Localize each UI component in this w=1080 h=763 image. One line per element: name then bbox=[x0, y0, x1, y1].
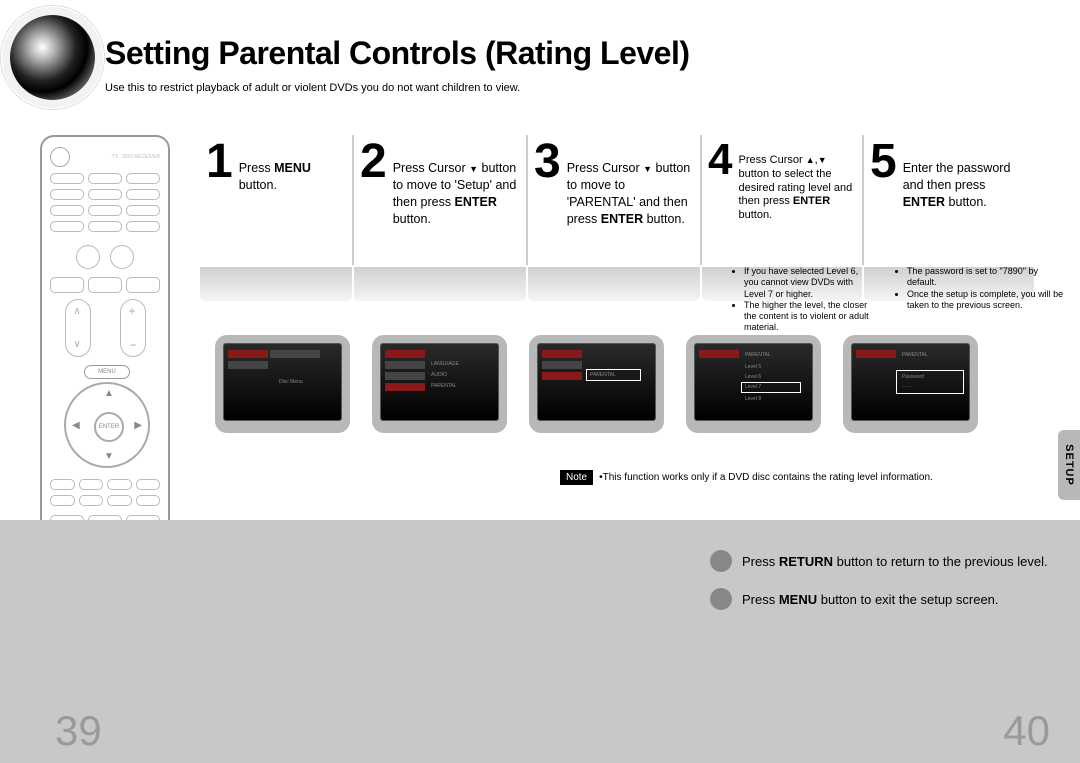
speaker-graphic bbox=[10, 15, 95, 100]
step-4: 4 Press Cursor , button to select the de… bbox=[702, 140, 862, 265]
tip-menu: Press MENU button to exit the setup scre… bbox=[710, 588, 1048, 610]
steps-row: 1 Press MENU button. 2 Press Cursor butt… bbox=[200, 140, 1070, 265]
step5-notes: The password is set to "7890" by default… bbox=[895, 266, 1065, 311]
screenshot-5: PARENTAL Password - - - - bbox=[843, 335, 978, 433]
screenshot-1: Disc Menu bbox=[215, 335, 350, 433]
step-5-text: Enter the password and then press ENTER … bbox=[903, 140, 1028, 211]
step-2: 2 Press Cursor button to move to 'Setup'… bbox=[354, 140, 526, 265]
step-5: 5 Enter the password and then press ENTE… bbox=[864, 140, 1034, 265]
screenshots-row: Disc Menu LANGUAGE AUDIO PARENTAL PARENT… bbox=[215, 335, 978, 433]
page-subtitle: Use this to restrict playback of adult o… bbox=[105, 82, 520, 94]
step-3-text: Press Cursor button to move to 'PARENTAL… bbox=[567, 140, 694, 228]
tip-return: Press RETURN button to return to the pre… bbox=[710, 550, 1048, 572]
footnote: Note • This function works only if a DVD… bbox=[560, 470, 933, 485]
step-3: 3 Press Cursor button to move to 'PARENT… bbox=[528, 140, 700, 265]
step-1-text: Press MENU button. bbox=[239, 140, 346, 194]
note-badge: Note bbox=[560, 470, 593, 485]
page-title: Setting Parental Controls (Rating Level) bbox=[105, 35, 690, 72]
tips: Press RETURN button to return to the pre… bbox=[710, 550, 1048, 626]
page-right: 40 bbox=[1003, 707, 1050, 755]
step-4-text: Press Cursor , button to select the desi… bbox=[738, 140, 856, 223]
page-left: 39 bbox=[55, 707, 102, 755]
bullet-icon bbox=[710, 588, 732, 610]
step-1: 1 Press MENU button. bbox=[200, 140, 352, 265]
screenshot-3: PARENTAL bbox=[529, 335, 664, 433]
step4-notes: If you have selected Level 6, you cannot… bbox=[732, 266, 872, 334]
section-tab: SETUP bbox=[1058, 430, 1080, 500]
step-2-text: Press Cursor button to move to 'Setup' a… bbox=[393, 140, 520, 228]
screenshot-4: PARENTAL Level 5 Level 6 Level 7 Level 8 bbox=[686, 335, 821, 433]
screenshot-2: LANGUAGE AUDIO PARENTAL bbox=[372, 335, 507, 433]
bullet-icon bbox=[710, 550, 732, 572]
